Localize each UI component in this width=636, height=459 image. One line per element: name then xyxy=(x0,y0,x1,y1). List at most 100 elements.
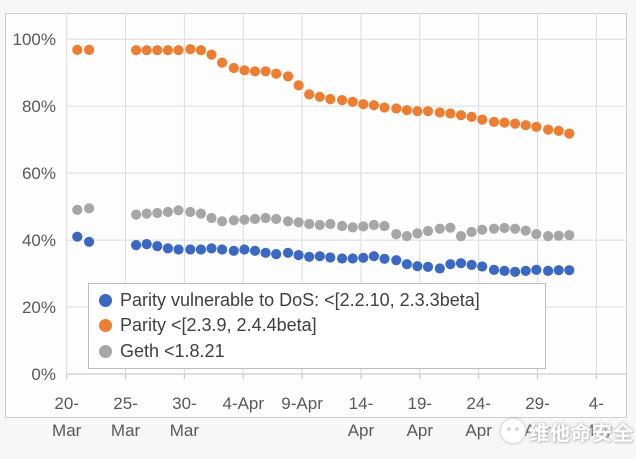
data-point xyxy=(434,107,445,118)
data-point xyxy=(314,91,325,102)
data-point xyxy=(564,265,575,276)
legend-label: Geth <1.8.21 xyxy=(120,340,225,361)
blue-series-marker-icon xyxy=(99,294,112,308)
x-axis-tick-label-line2: Apr xyxy=(465,421,492,440)
x-axis-tick-label-line2: Apr xyxy=(524,421,551,440)
data-point xyxy=(466,111,477,122)
data-point xyxy=(260,247,271,258)
data-point xyxy=(173,244,184,255)
data-point xyxy=(173,205,184,216)
data-point xyxy=(391,229,402,240)
data-point xyxy=(228,62,239,74)
data-point xyxy=(520,120,531,131)
data-point xyxy=(282,71,294,82)
data-point xyxy=(141,239,152,250)
data-point xyxy=(477,114,488,125)
data-point xyxy=(422,106,434,117)
data-point xyxy=(206,49,217,60)
data-point xyxy=(564,230,575,241)
data-point xyxy=(379,220,390,232)
x-axis-tick-label-line2: May xyxy=(580,421,613,440)
gray-series-marker-icon xyxy=(99,344,112,358)
data-point xyxy=(141,208,152,219)
legend-item-parity-all: Parity <[2.3.9, 2.4.4beta] xyxy=(99,314,545,338)
data-point xyxy=(249,213,261,225)
data-point xyxy=(84,203,95,214)
data-point xyxy=(217,57,228,68)
data-point xyxy=(422,225,434,237)
data-point xyxy=(195,45,206,56)
data-point xyxy=(368,251,379,262)
data-point xyxy=(271,68,282,79)
data-point xyxy=(304,218,315,230)
data-point xyxy=(152,45,163,56)
x-axis-tick-label-line1: 24- xyxy=(466,394,491,413)
x-axis-tick-label-line1: 29- xyxy=(525,394,550,413)
data-point xyxy=(337,95,348,106)
legend-item-parity-dos: Parity vulnerable to DoS: <[2.2.10, 2.3.… xyxy=(99,289,545,313)
data-point xyxy=(249,66,261,77)
data-point xyxy=(455,231,467,242)
data-point xyxy=(455,258,467,269)
data-point xyxy=(304,251,315,262)
data-point xyxy=(152,241,163,252)
data-point xyxy=(72,204,83,215)
watermark: 维他命安全 xyxy=(500,410,636,452)
data-point xyxy=(131,45,142,56)
data-point xyxy=(293,250,304,261)
data-point xyxy=(260,66,271,77)
data-point xyxy=(228,215,239,226)
data-point xyxy=(337,253,348,264)
legend-label: Parity <[2.3.9, 2.4.4beta] xyxy=(120,315,317,336)
data-point xyxy=(401,231,412,242)
data-point xyxy=(206,212,217,224)
data-point xyxy=(152,207,163,219)
data-point xyxy=(162,45,173,56)
x-axis-tick-label-line1: 9-Apr xyxy=(281,394,323,413)
data-point xyxy=(282,216,294,227)
data-point xyxy=(466,226,477,238)
data-point xyxy=(131,209,142,220)
data-point xyxy=(531,264,542,275)
data-point xyxy=(195,208,206,219)
data-point xyxy=(553,230,564,241)
chick-logo-icon xyxy=(500,418,526,444)
data-point xyxy=(84,236,95,247)
data-point xyxy=(391,255,402,266)
data-point xyxy=(162,243,173,254)
data-point xyxy=(509,118,521,129)
data-point xyxy=(391,103,402,114)
data-point xyxy=(401,259,412,270)
x-axis-tick-label-line1: 4- xyxy=(589,394,604,413)
data-point xyxy=(564,128,575,139)
series-2 xyxy=(72,203,575,242)
data-point xyxy=(379,253,390,264)
y-axis-tick-label: 0% xyxy=(31,365,56,384)
data-point xyxy=(531,121,542,132)
data-point xyxy=(499,265,510,276)
data-point xyxy=(412,228,423,239)
data-point xyxy=(293,80,304,91)
data-point xyxy=(314,219,325,231)
data-point xyxy=(445,222,456,233)
series-0 xyxy=(72,231,575,277)
data-point xyxy=(347,222,358,233)
data-point xyxy=(422,261,434,272)
x-axis-tick-label-line2: Mar xyxy=(52,421,82,440)
x-axis-tick-label-line2: Apr xyxy=(407,421,434,440)
data-point xyxy=(185,44,196,55)
data-point xyxy=(401,105,412,116)
data-point xyxy=(293,217,304,228)
x-axis-tick-label-line1: 25- xyxy=(113,394,138,413)
data-point xyxy=(217,216,228,227)
x-axis-tick-label-line1: 30- xyxy=(172,394,197,413)
legend-item-geth: Geth <1.8.21 xyxy=(99,339,545,363)
y-axis-tick-label: 20% xyxy=(22,298,56,317)
data-point xyxy=(368,219,379,231)
data-point xyxy=(466,259,477,270)
data-point xyxy=(185,244,196,255)
watermark-text: 维他命安全 xyxy=(529,422,634,445)
data-point xyxy=(195,244,206,255)
data-point xyxy=(325,94,336,105)
